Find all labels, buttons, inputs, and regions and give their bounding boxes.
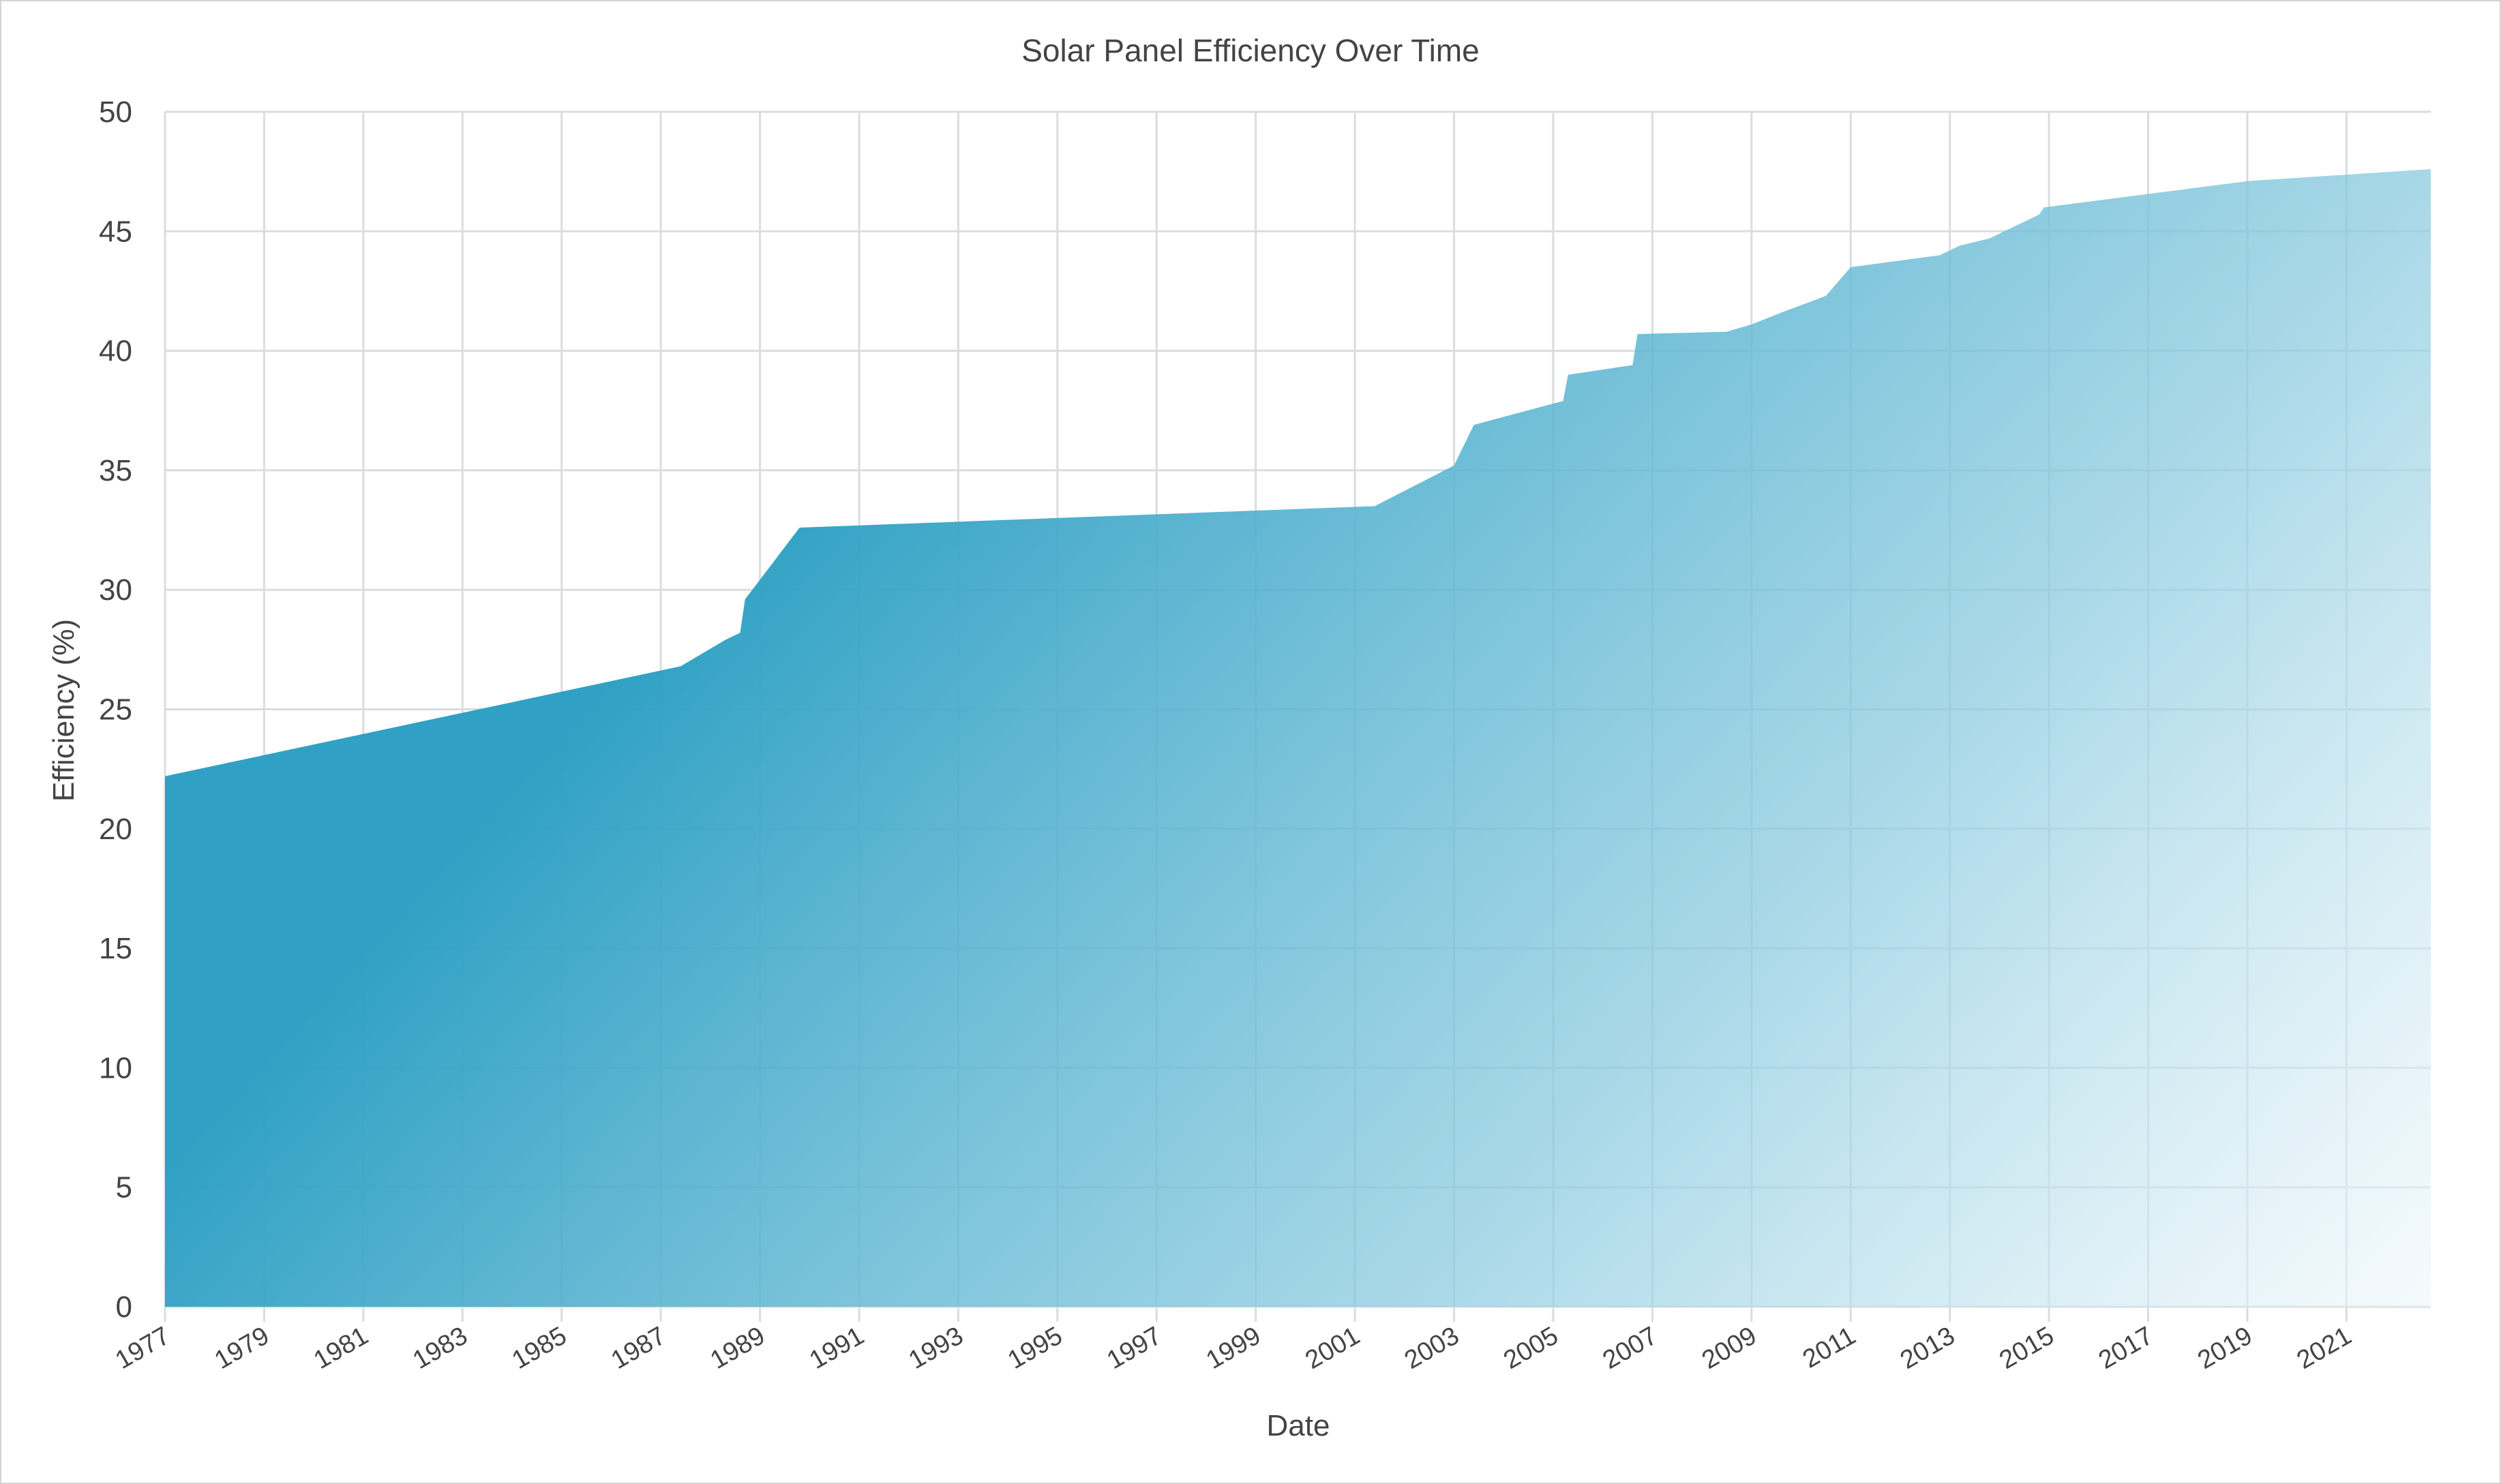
x-tick-label: 2019 <box>2193 1321 2257 1375</box>
x-tick-label: 1995 <box>1003 1321 1067 1375</box>
y-tick-label: 15 <box>99 932 132 965</box>
x-tick-label: 2017 <box>2094 1321 2158 1375</box>
y-tick-label: 40 <box>99 335 132 368</box>
x-tick-label: 1985 <box>507 1321 571 1375</box>
x-tick-label: 2015 <box>1994 1321 2058 1375</box>
x-tick-label: 1997 <box>1103 1321 1167 1375</box>
x-axis-title: Date <box>1267 1409 1330 1442</box>
x-tick-label: 1987 <box>606 1321 670 1375</box>
y-tick-label: 25 <box>99 693 132 727</box>
y-tick-label: 45 <box>99 215 132 248</box>
x-tick-label: 2003 <box>1400 1321 1464 1375</box>
chart-title: Solar Panel Efficiency Over Time <box>1021 33 1480 68</box>
x-tick-label: 2009 <box>1697 1321 1761 1375</box>
x-tick-label: 1983 <box>408 1321 473 1375</box>
y-tick-label: 30 <box>99 573 132 607</box>
y-tick-label: 0 <box>116 1290 132 1324</box>
x-tick-label: 2005 <box>1499 1321 1563 1375</box>
y-tick-label: 5 <box>116 1171 132 1205</box>
x-tick-label: 2011 <box>1798 1321 1861 1374</box>
x-tick-label: 2013 <box>1896 1321 1960 1375</box>
x-tick-label: 2021 <box>2292 1321 2356 1375</box>
y-tick-label: 10 <box>99 1051 132 1085</box>
x-tick-label: 1977 <box>110 1321 175 1375</box>
x-tick-label: 1999 <box>1201 1321 1266 1375</box>
y-tick-label: 50 <box>99 95 132 129</box>
x-tick-label: 1979 <box>210 1321 274 1375</box>
y-tick-label: 20 <box>99 813 132 846</box>
x-tick-label: 1993 <box>904 1321 968 1375</box>
y-axis-title: Efficiency (%) <box>47 619 80 802</box>
x-tick-label: 1991 <box>805 1321 869 1375</box>
area-series <box>165 169 2431 1307</box>
x-tick-label: 1989 <box>706 1321 770 1375</box>
y-tick-label: 35 <box>99 454 132 487</box>
x-tick-label: 1981 <box>309 1321 373 1375</box>
x-axis-ticks: 1977 1979 1981 1983 1985 1987 1989 1991 1993 1995… <box>110 1321 2356 1375</box>
y-axis-ticks: 0 5 10 15 20 25 30 35 40 45 50 <box>99 95 132 1324</box>
x-tick-label: 2001 <box>1300 1321 1364 1375</box>
x-tick-label: 2007 <box>1598 1321 1662 1375</box>
